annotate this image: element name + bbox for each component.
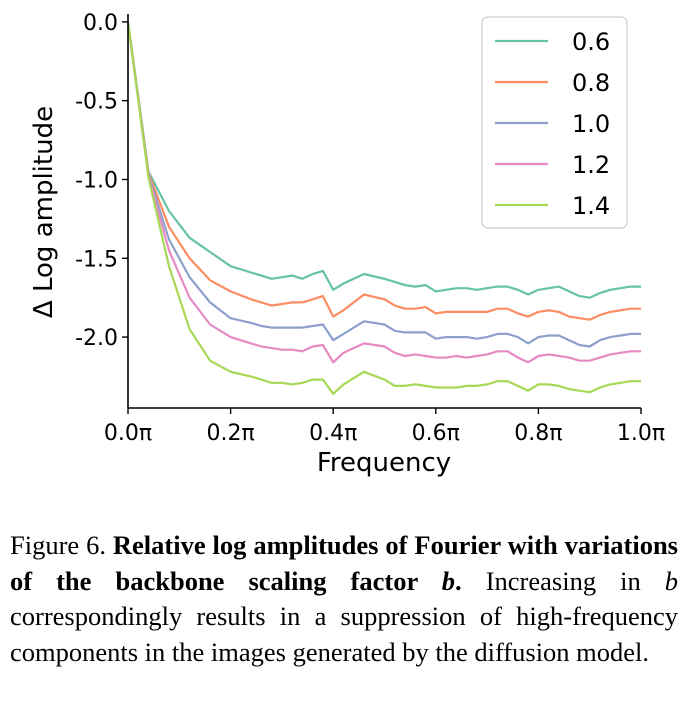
caption-title-variable: b: [441, 565, 456, 596]
legend-label: 1.0: [572, 110, 610, 138]
caption-title-period: .: [455, 565, 462, 596]
y-tick-label: -1.0: [75, 168, 118, 193]
y-tick-label: -2.0: [75, 326, 118, 351]
caption-title: Relative log amplitudes of Fourier with …: [10, 530, 678, 596]
series-line-1-4: [126, 21, 641, 395]
y-tick-label: -0.5: [75, 90, 118, 115]
x-tick-label: 0.0π: [104, 421, 152, 446]
legend-label: 1.2: [572, 151, 610, 179]
series-layer: [126, 21, 641, 395]
series-line-1-0: [126, 21, 641, 348]
x-tick-label: 0.6π: [412, 421, 460, 446]
legend: 0.6 0.8 1.0 1.2 1.4: [481, 16, 628, 229]
y-tick-label: 0.0: [83, 11, 118, 36]
series-line-0-6: [126, 21, 641, 299]
caption-label: Figure 6.: [10, 530, 106, 560]
caption-title-text: Relative log amplitudes of Fourier with …: [10, 530, 678, 596]
figure-caption: Figure 6. Relative log amplitudes of Fou…: [10, 528, 678, 670]
x-axis-label: Frequency: [317, 448, 451, 478]
x-tick-label: 0.2π: [206, 421, 254, 446]
caption-body-end: correspondingly results in a suppression…: [10, 601, 678, 667]
caption-body-start: Increasing in: [485, 565, 641, 596]
x-tick-label: 1.0π: [617, 421, 665, 446]
caption-body-variable: b: [664, 565, 679, 596]
y-tick-label: -1.5: [75, 247, 118, 272]
legend-label: 1.4: [572, 192, 610, 220]
x-tick-label: 0.8π: [514, 421, 562, 446]
legend-frame: [481, 16, 628, 229]
x-tick-label: 0.4π: [309, 421, 357, 446]
series-line-1-2: [126, 21, 641, 364]
y-axis-label: Δ Log amplitude: [29, 106, 59, 318]
series-line-0-8: [126, 21, 641, 321]
legend-label: 0.6: [572, 28, 610, 56]
axes-layer: [127, 14, 641, 409]
ticks-layer: 0.0π 0.2π 0.4π 0.6π 0.8π 1.0π 0.0 -0.5 -1.0 -1.5 -…: [75, 11, 665, 446]
legend-label: 0.8: [572, 69, 610, 97]
line-chart: 0.0π 0.2π 0.4π 0.6π 0.8π 1.0π 0.0 -0.5 -1.0 -1.5 -…: [29, 11, 665, 478]
